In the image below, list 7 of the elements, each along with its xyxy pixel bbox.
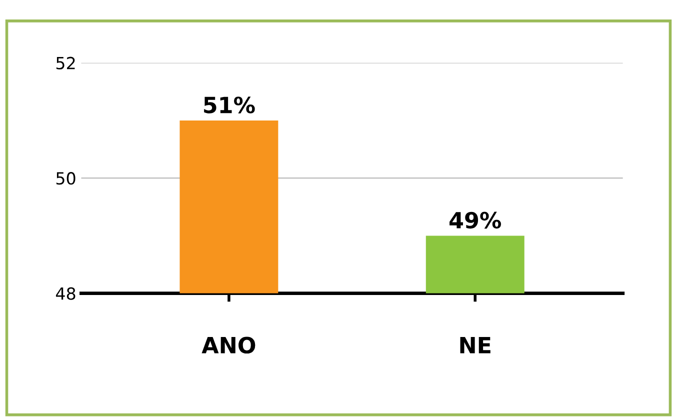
y-tick-label: 48 [56,287,76,300]
y-tick-label: 52 [56,56,75,70]
x-tick-label: NE [460,337,490,354]
data-label: 51% [204,96,255,114]
y-tick-label: 50 [56,172,76,185]
x-tick-label: ANO [202,336,256,354]
data-label: 49% [450,212,502,229]
